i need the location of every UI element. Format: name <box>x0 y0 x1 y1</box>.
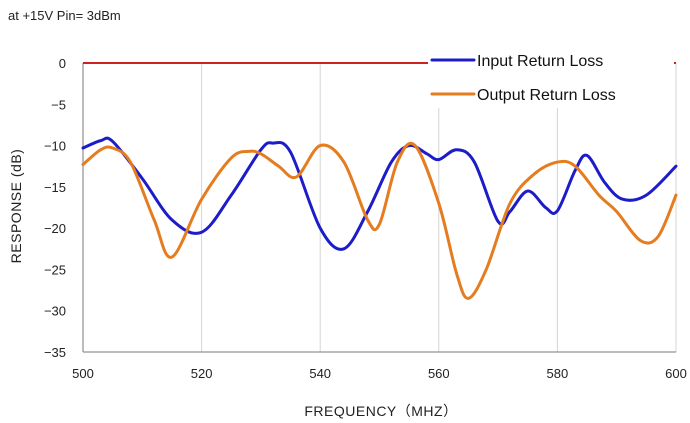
y-tick-label: −5 <box>51 97 66 112</box>
series-line-input-return-loss <box>81 136 678 251</box>
x-tick-label: 600 <box>665 366 687 381</box>
x-tick-label: 540 <box>309 366 331 381</box>
x-axis-label: FREQUENCY（MHZ） <box>304 403 457 419</box>
x-tick-label: 520 <box>191 366 213 381</box>
legend-label: Output Return Loss <box>477 87 616 104</box>
y-axis-label: RESPONSE (dB) <box>8 149 24 264</box>
y-tick-label: −20 <box>44 221 66 236</box>
y-tick-label: −25 <box>44 262 66 277</box>
y-tick-label: −10 <box>44 139 66 154</box>
x-tick-labels: 500 520 540 560 580 600 <box>72 366 687 381</box>
legend: Input Return Loss Output Return Loss <box>428 42 674 108</box>
y-tick-label: 0 <box>59 56 66 71</box>
chart-title: at +15V Pin= 3dBm <box>8 8 121 23</box>
legend-label: Input Return Loss <box>477 53 603 70</box>
x-tick-label: 580 <box>547 366 569 381</box>
x-tick-label: 560 <box>428 366 450 381</box>
y-tick-label: −15 <box>44 180 66 195</box>
y-tick-label: −35 <box>44 345 66 360</box>
series-line-output-return-loss <box>81 141 678 300</box>
y-tick-labels: 0 −5 −10 −15 −20 −25 −30 −35 <box>44 56 66 360</box>
y-tick-label: −30 <box>44 304 66 319</box>
legend-background <box>428 42 674 108</box>
series-layer <box>81 136 678 300</box>
x-tick-label: 500 <box>72 366 94 381</box>
